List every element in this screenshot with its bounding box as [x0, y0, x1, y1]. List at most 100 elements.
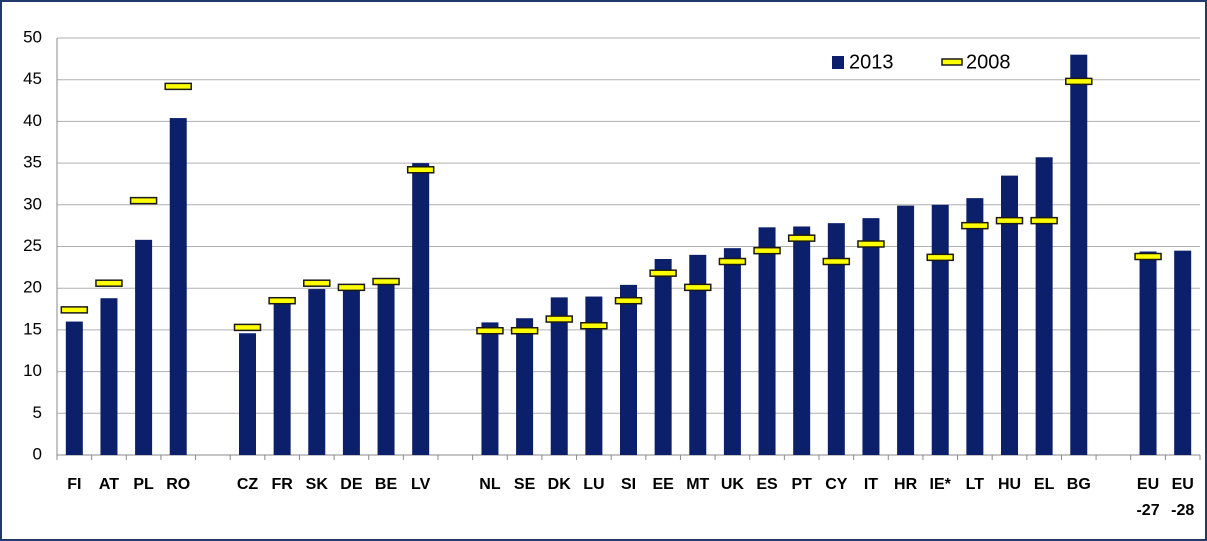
bar — [897, 205, 915, 455]
marker-2008 — [372, 277, 400, 286]
x-tick-label: BE — [375, 476, 398, 493]
marker-2008 — [822, 257, 851, 266]
y-tick-label: 35 — [23, 153, 42, 172]
marker-2008 — [649, 269, 677, 277]
bar — [1001, 175, 1018, 456]
marker-2008 — [95, 279, 123, 287]
bar — [723, 248, 741, 455]
marker-2008 — [337, 283, 366, 292]
x-tick-label: PL — [133, 476, 154, 493]
x-tick-label: CY — [825, 476, 848, 493]
bar — [169, 118, 187, 456]
bar — [758, 227, 776, 455]
x-tick-label: LV — [411, 476, 431, 493]
marker-2008 — [303, 279, 331, 287]
marker-2008 — [857, 240, 885, 248]
x-tick-label: RO — [166, 476, 190, 493]
x-tick-label: ES — [756, 476, 778, 493]
y-tick-label: 10 — [23, 361, 42, 380]
bar — [1174, 250, 1192, 455]
y-tick-label: 0 — [33, 444, 42, 463]
marker-2008 — [614, 296, 643, 305]
y-tick-label: 15 — [23, 319, 42, 338]
bar — [412, 163, 430, 455]
marker-2008 — [1030, 216, 1058, 225]
x-tick-label: EU -27 — [1136, 476, 1159, 519]
bar — [377, 281, 395, 455]
x-tick-label: EL — [1034, 476, 1055, 493]
bar — [273, 304, 291, 455]
marker-2008 — [926, 253, 954, 262]
bar — [100, 298, 118, 455]
bar — [1035, 157, 1053, 455]
x-tick-label: CZ — [237, 476, 259, 493]
x-tick-label: FR — [271, 476, 293, 493]
bar — [239, 333, 256, 455]
bar — [620, 284, 637, 455]
marker-2008 — [684, 283, 712, 292]
bar — [862, 218, 880, 455]
x-tick-label: UK — [721, 476, 745, 493]
bar — [550, 297, 568, 455]
x-tick-label: IE* — [930, 476, 952, 493]
marker-2008 — [580, 321, 608, 330]
x-tick-label: HR — [894, 476, 918, 493]
x-tick-label: NL — [479, 476, 501, 493]
marker-2008 — [753, 246, 781, 255]
legend-label: 2013 — [849, 51, 894, 73]
marker-2008 — [510, 326, 539, 335]
x-tick-label: MT — [686, 476, 709, 493]
x-tick-label: DE — [340, 476, 363, 493]
bar — [689, 254, 707, 455]
y-tick-label: 30 — [23, 194, 42, 213]
marker-2008 — [787, 234, 816, 242]
y-tick-label: 5 — [33, 403, 42, 422]
marker-2008 — [545, 315, 573, 323]
marker-2008 — [718, 257, 747, 266]
marker-2008 — [406, 166, 435, 174]
x-tick-label: BG — [1067, 476, 1091, 493]
y-tick-label: 45 — [23, 69, 42, 88]
marker-2008 — [476, 326, 504, 335]
marker-2008 — [60, 306, 89, 314]
x-tick-label: LT — [966, 476, 985, 493]
bar — [931, 204, 949, 455]
bar — [65, 321, 83, 455]
marker-2008 — [995, 216, 1024, 225]
bar — [585, 296, 603, 455]
marker-2008 — [1134, 252, 1162, 261]
bar — [793, 226, 811, 455]
marker-2008 — [233, 323, 262, 332]
x-tick-label: FI — [67, 476, 81, 493]
marker-2008 — [129, 196, 158, 205]
y-tick-label: 25 — [23, 236, 42, 255]
bar — [1070, 54, 1088, 456]
bar — [481, 322, 499, 455]
bar — [654, 259, 672, 455]
y-tick-label: 20 — [23, 278, 42, 297]
x-tick-label: PT — [791, 476, 812, 493]
x-tick-label: DK — [548, 476, 572, 493]
x-tick-label: LU — [583, 476, 604, 493]
marker-2008 — [164, 82, 192, 91]
bar — [342, 285, 360, 455]
legend-swatch — [941, 58, 963, 66]
bar — [308, 289, 326, 455]
bar — [966, 198, 984, 456]
marker-2008 — [961, 221, 989, 230]
x-tick-label: HU — [998, 476, 1021, 493]
marker-2008 — [268, 296, 296, 305]
legend-swatch — [832, 56, 844, 69]
bar — [135, 239, 153, 455]
x-tick-label: IT — [864, 476, 878, 493]
x-tick-label: SK — [306, 476, 329, 493]
bar — [516, 318, 534, 455]
legend-label: 2008 — [966, 51, 1011, 73]
marker-2008 — [1065, 77, 1093, 86]
bar — [827, 223, 845, 455]
x-tick-label: AT — [99, 476, 119, 493]
x-tick-label: EU -28 — [1171, 476, 1194, 519]
x-tick-label: EE — [652, 476, 674, 493]
y-tick-label: 40 — [23, 111, 42, 130]
